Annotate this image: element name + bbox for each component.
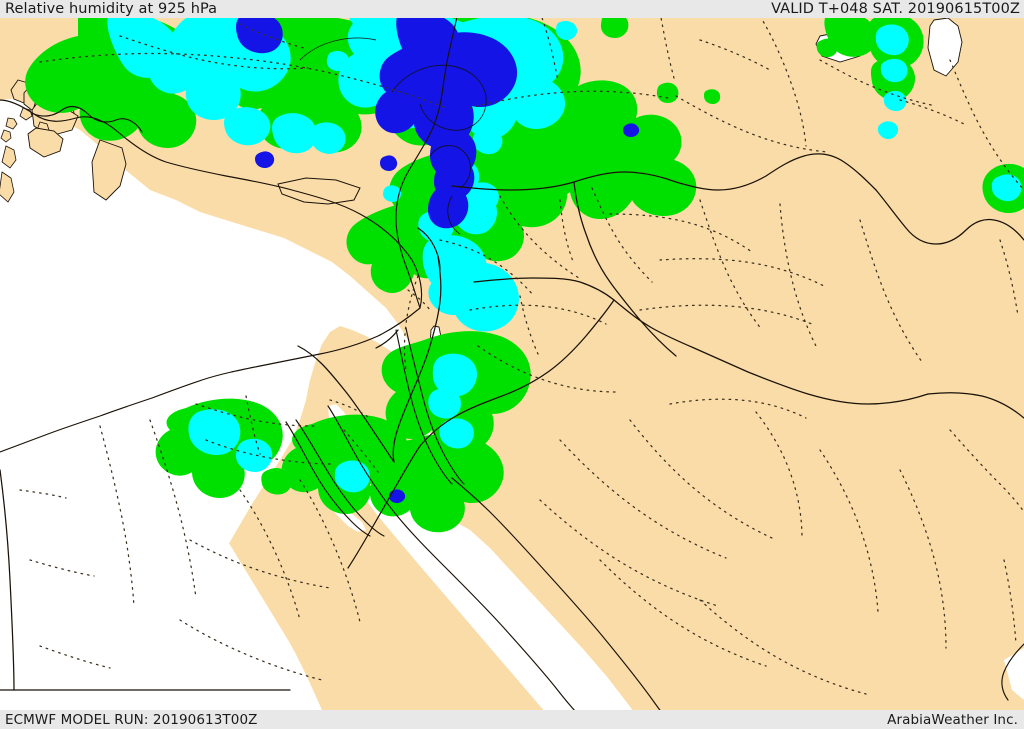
turkey-south-coast <box>124 160 438 316</box>
coast-gulf-suez-east <box>295 419 385 537</box>
cyan-blob-turkey-s3 <box>310 122 346 154</box>
cyan-blob-ne-3 <box>883 90 907 112</box>
cyan-blob-ne-4 <box>877 121 899 140</box>
border-lebanon-syria <box>417 227 441 271</box>
coast-aegean <box>33 105 143 133</box>
coast-levant <box>395 11 459 309</box>
footer-bar: ECMWF MODEL RUN: 20190613T00Z ArabiaWeat… <box>0 710 1024 729</box>
green-blob-egypt-small <box>261 468 292 495</box>
island-small-west-2 <box>1 145 17 169</box>
border-turkey-syria <box>451 153 877 191</box>
coast-egypt-north <box>0 307 421 453</box>
cyan-blob-ne-1 <box>875 24 909 56</box>
border-saudi-kuwait <box>927 392 1024 419</box>
cyan-blob-sw-tiny <box>556 20 578 40</box>
blue-blob-dot-5 <box>389 489 406 503</box>
cyan-blob-sinai-1 <box>334 460 370 493</box>
island-group-small-2 <box>5 117 18 130</box>
valid-time-label: VALID T+048 SAT. 20190615T00Z <box>771 1 1020 17</box>
border-iraq-jordan-saudi <box>613 299 929 405</box>
island-small-west-3 <box>0 171 15 203</box>
border-syria-jordan <box>473 277 615 301</box>
cyan-blob-tiny-1 <box>383 185 402 202</box>
cyan-blob-nile-1 <box>188 409 241 456</box>
header-bar: Relative humidity at 925 hPa VALID T+048… <box>0 0 1024 18</box>
page-title: Relative humidity at 925 hPa <box>5 1 218 17</box>
cyprus-island <box>277 177 361 205</box>
blue-blob-dot-3 <box>452 149 466 162</box>
border-israel-egypt <box>297 345 395 463</box>
red-sea <box>328 404 646 729</box>
island-small-west-1 <box>0 129 12 143</box>
cyan-blob-nile-2 <box>235 438 273 472</box>
cyan-blob-tiny-2 <box>326 50 350 71</box>
border-jordan-saudi <box>419 299 615 447</box>
border-egypt-coast <box>375 329 399 349</box>
border-turkey-iraq-iran <box>875 189 1024 245</box>
blue-blob-dot-1 <box>409 103 430 122</box>
cyan-blob-west-2 <box>107 12 180 78</box>
border-jordan-saudi-south <box>347 445 421 569</box>
cyan-blob-ne-2 <box>880 58 908 83</box>
green-blob-sw-small <box>600 11 629 38</box>
island-rhodes-south <box>27 127 64 158</box>
coast-persian-gulf <box>1001 643 1024 701</box>
cyan-blob-jordan-2 <box>428 388 461 419</box>
blue-blob-dot-2 <box>380 155 398 171</box>
cyan-blob-turkey-s2 <box>272 113 317 154</box>
blue-blob-dot-6 <box>623 123 640 137</box>
blue-blob-dot-4 <box>255 151 275 168</box>
island-karpathos <box>91 139 127 201</box>
border-syria-iraq <box>573 181 677 357</box>
cyan-blob-jordan-1 <box>432 353 478 397</box>
country-border-layer <box>0 153 1024 691</box>
coast-gulf-aqaba-east <box>405 327 465 485</box>
green-blob-mid-dot-2 <box>704 89 721 104</box>
contour-lines <box>299 37 487 235</box>
coast-red-sea-west <box>327 405 595 729</box>
lake-urmia <box>927 17 963 77</box>
border-israel-jordan <box>392 255 442 463</box>
cyan-blob-tiny-3 <box>472 128 503 155</box>
humidity-contour-layer <box>25 8 1024 533</box>
cyan-blob-turkey-s1 <box>224 107 271 146</box>
border-egypt-libya <box>0 469 15 691</box>
provider-label: ArabiaWeather Inc. <box>887 712 1018 728</box>
coast-turkey-south <box>0 99 423 309</box>
cyan-blob-jordan-3 <box>439 418 474 449</box>
model-run-label: ECMWF MODEL RUN: 20190613T00Z <box>5 712 258 728</box>
coast-red-sea-east <box>451 477 677 729</box>
cyan-blob-levant-6 <box>468 294 505 328</box>
blue-blob-core <box>375 32 518 149</box>
province-border-layer <box>19 11 1024 695</box>
coast-gulf-suez-west <box>285 421 371 537</box>
green-blob-iraq-tiny-1 <box>816 38 838 58</box>
green-blob-mid-dot-1 <box>656 82 679 103</box>
persian-gulf <box>1004 648 1024 700</box>
blue-blob-upper-left <box>396 10 460 69</box>
coast-gulf-aqaba-west <box>395 329 453 485</box>
green-blob-ne-1 <box>824 12 877 57</box>
coastline-layer <box>0 11 1024 729</box>
cyan-blob-far-east-1 <box>991 174 1022 202</box>
